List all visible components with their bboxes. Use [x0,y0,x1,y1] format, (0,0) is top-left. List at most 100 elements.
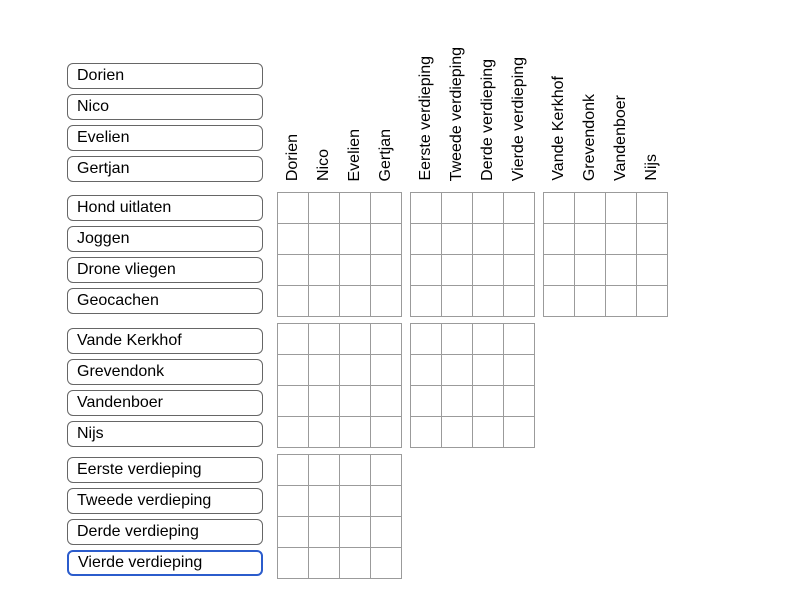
grid-cell[interactable] [442,355,472,385]
grid-cell[interactable] [504,386,534,416]
grid-cell[interactable] [411,386,441,416]
row-label-grevendonk[interactable]: Grevendonk [67,359,263,385]
grid-cell[interactable] [278,324,308,354]
row-label-evelien[interactable]: Evelien [67,125,263,151]
grid-cell[interactable] [637,255,667,285]
row-label-vande-kerkhof[interactable]: Vande Kerkhof [67,328,263,354]
grid-cell[interactable] [504,417,534,447]
grid-cell[interactable] [340,417,370,447]
grid-cell[interactable] [606,193,636,223]
grid-cell[interactable] [340,255,370,285]
grid-cell[interactable] [371,486,401,516]
grid-cell[interactable] [309,548,339,578]
grid-cell[interactable] [340,548,370,578]
grid-cell[interactable] [340,355,370,385]
row-label-eerste-verdieping[interactable]: Eerste verdieping [67,457,263,483]
grid-cell[interactable] [278,455,308,485]
grid-cell[interactable] [371,255,401,285]
grid-cell[interactable] [504,324,534,354]
grid-cell[interactable] [309,193,339,223]
row-label-joggen[interactable]: Joggen [67,226,263,252]
grid-cell[interactable] [473,324,503,354]
grid-cell[interactable] [371,324,401,354]
row-label-dorien[interactable]: Dorien [67,63,263,89]
grid-cell[interactable] [309,255,339,285]
grid-cell[interactable] [575,286,605,316]
grid-cell[interactable] [473,417,503,447]
grid-cell[interactable] [371,517,401,547]
grid-cell[interactable] [442,386,472,416]
grid-cell[interactable] [637,193,667,223]
grid-cell[interactable] [340,486,370,516]
grid-cell[interactable] [473,286,503,316]
grid-cell[interactable] [340,324,370,354]
grid-cell[interactable] [411,324,441,354]
grid-cell[interactable] [473,255,503,285]
grid-cell[interactable] [309,324,339,354]
grid-cell[interactable] [442,255,472,285]
grid-cell[interactable] [544,286,574,316]
grid-cell[interactable] [278,286,308,316]
grid-cell[interactable] [411,417,441,447]
row-label-derde-verdieping[interactable]: Derde verdieping [67,519,263,545]
grid-cell[interactable] [278,417,308,447]
grid-cell[interactable] [340,455,370,485]
grid-cell[interactable] [340,517,370,547]
grid-cell[interactable] [309,486,339,516]
grid-cell[interactable] [473,386,503,416]
grid-cell[interactable] [575,224,605,254]
grid-cell[interactable] [278,517,308,547]
grid-cell[interactable] [442,324,472,354]
grid-cell[interactable] [411,355,441,385]
grid-cell[interactable] [340,286,370,316]
row-label-hond-uitlaten[interactable]: Hond uitlaten [67,195,263,221]
grid-cell[interactable] [278,386,308,416]
grid-cell[interactable] [504,286,534,316]
grid-cell[interactable] [309,517,339,547]
grid-cell[interactable] [442,417,472,447]
grid-cell[interactable] [606,224,636,254]
grid-cell[interactable] [411,193,441,223]
grid-cell[interactable] [371,417,401,447]
grid-cell[interactable] [371,355,401,385]
grid-cell[interactable] [504,193,534,223]
grid-cell[interactable] [278,355,308,385]
row-label-gertjan[interactable]: Gertjan [67,156,263,182]
grid-cell[interactable] [504,255,534,285]
row-label-geocachen[interactable]: Geocachen [67,288,263,314]
grid-cell[interactable] [504,355,534,385]
grid-cell[interactable] [278,255,308,285]
grid-cell[interactable] [606,255,636,285]
grid-cell[interactable] [340,193,370,223]
grid-cell[interactable] [473,224,503,254]
grid-cell[interactable] [504,224,534,254]
grid-cell[interactable] [411,224,441,254]
grid-cell[interactable] [411,286,441,316]
grid-cell[interactable] [575,193,605,223]
grid-cell[interactable] [575,255,605,285]
grid-cell[interactable] [442,286,472,316]
grid-cell[interactable] [371,455,401,485]
grid-cell[interactable] [637,286,667,316]
grid-cell[interactable] [371,286,401,316]
grid-cell[interactable] [309,455,339,485]
grid-cell[interactable] [309,386,339,416]
grid-cell[interactable] [371,548,401,578]
grid-cell[interactable] [309,417,339,447]
row-label-vandenboer[interactable]: Vandenboer [67,390,263,416]
grid-cell[interactable] [473,355,503,385]
grid-cell[interactable] [606,286,636,316]
grid-cell[interactable] [278,548,308,578]
row-label-nico[interactable]: Nico [67,94,263,120]
row-label-drone-vliegen[interactable]: Drone vliegen [67,257,263,283]
row-label-nijs[interactable]: Nijs [67,421,263,447]
row-label-vierde-verdieping-focused[interactable]: Vierde verdieping [67,550,263,576]
grid-cell[interactable] [473,193,503,223]
grid-cell[interactable] [340,386,370,416]
grid-cell[interactable] [442,224,472,254]
grid-cell[interactable] [278,193,308,223]
grid-cell[interactable] [637,224,667,254]
grid-cell[interactable] [278,224,308,254]
grid-cell[interactable] [544,255,574,285]
grid-cell[interactable] [544,193,574,223]
